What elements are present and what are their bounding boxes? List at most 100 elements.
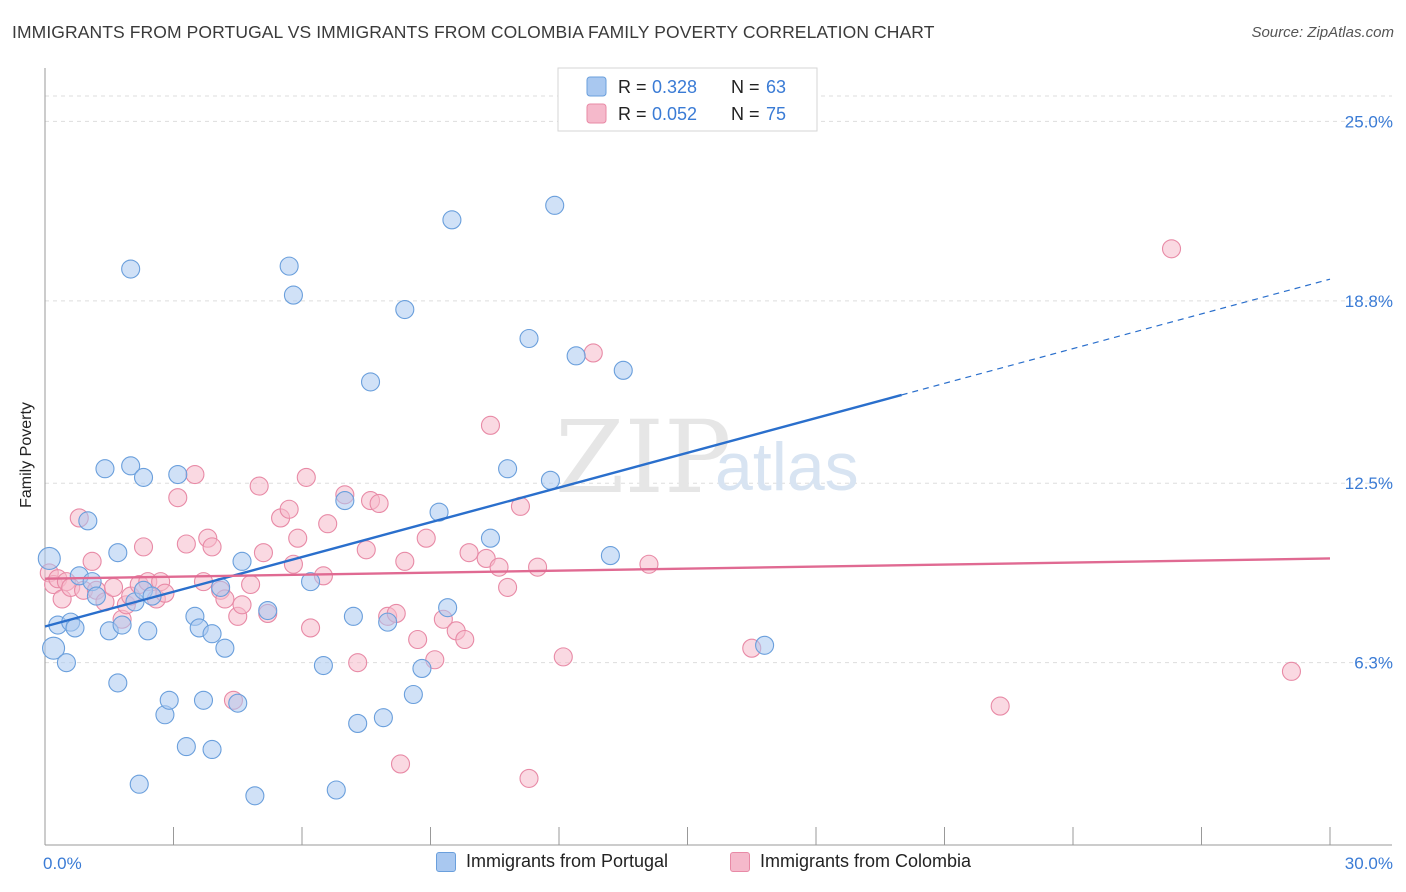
data-point-colombia <box>348 653 368 673</box>
trend-line-portugal <box>44 393 902 628</box>
data-point-portugal <box>403 684 423 705</box>
data-point-portugal <box>301 572 321 592</box>
data-point-colombia <box>583 343 603 363</box>
legend-r-label-colombia: R = <box>618 104 647 124</box>
data-point-portugal <box>378 612 398 632</box>
data-point-colombia <box>369 493 389 514</box>
colombia-points <box>39 239 1301 788</box>
data-point-portugal <box>343 606 363 626</box>
legend-label-portugal: Immigrants from Portugal <box>466 851 669 871</box>
data-point-colombia <box>356 540 376 560</box>
legend-r-value-portugal: 0.328 <box>652 77 697 97</box>
chart-title: IMMIGRANTS FROM PORTUGAL VS IMMIGRANTS F… <box>12 22 935 42</box>
data-point-portugal <box>755 635 775 655</box>
data-point-portugal <box>258 601 278 621</box>
data-point-colombia <box>639 554 659 574</box>
data-point-portugal <box>121 456 141 476</box>
x-tick-label-max: 30.0% <box>1345 854 1393 873</box>
data-point-colombia <box>82 551 102 571</box>
data-point-portugal <box>438 598 458 618</box>
data-point-portugal <box>108 543 128 563</box>
data-point-colombia <box>990 696 1010 716</box>
data-point-portugal <box>245 786 265 806</box>
data-point-portugal <box>129 774 149 794</box>
data-point-portugal <box>78 511 98 531</box>
data-point-colombia <box>1281 661 1301 681</box>
data-point-colombia <box>185 464 205 485</box>
legend-item-portugal: Immigrants from Portugal <box>436 851 668 872</box>
data-point-portugal <box>519 328 539 349</box>
data-point-portugal <box>360 372 381 392</box>
data-point-portugal <box>326 780 346 800</box>
data-point-portugal <box>37 546 61 571</box>
trend-line-colombia <box>44 557 1331 580</box>
data-point-colombia <box>232 595 252 615</box>
data-point-portugal <box>86 586 106 606</box>
data-point-portugal <box>159 690 179 710</box>
data-point-portugal <box>540 470 560 490</box>
data-point-colombia <box>1161 239 1182 259</box>
legend-n-value-portugal: 63 <box>766 77 786 97</box>
data-point-colombia <box>489 557 509 577</box>
source-label: Source: ZipAtlas.com <box>1251 24 1394 41</box>
data-point-colombia <box>553 647 573 667</box>
legend-swatch-portugal-bottom <box>436 851 456 872</box>
y-tick-label: 6.3% <box>1354 654 1393 673</box>
data-point-colombia <box>408 629 428 650</box>
trend-lines <box>44 278 1331 628</box>
portugal-points <box>37 195 775 806</box>
legend-n-label-colombia: N = <box>731 104 760 124</box>
data-point-portugal <box>373 708 393 728</box>
data-point-portugal <box>348 713 368 733</box>
data-point-portugal <box>228 693 248 713</box>
data-point-portugal <box>202 739 222 760</box>
watermark-atlas: atlas <box>715 429 859 505</box>
legend-r-label-portugal: R = <box>618 77 647 97</box>
data-point-portugal <box>168 464 188 485</box>
legend-n-label-portugal: N = <box>731 77 760 97</box>
data-point-colombia <box>103 577 124 597</box>
data-point-portugal <box>138 621 158 641</box>
data-point-portugal <box>108 673 128 693</box>
data-point-portugal <box>95 459 115 479</box>
data-point-portugal <box>232 551 252 571</box>
data-point-portugal <box>202 624 222 644</box>
data-point-portugal <box>65 618 85 638</box>
data-point-portugal <box>283 285 303 305</box>
data-point-portugal <box>133 467 154 487</box>
data-point-portugal <box>335 491 355 511</box>
data-point-colombia <box>279 499 299 519</box>
y-tick-label: 25.0% <box>1345 112 1393 131</box>
data-point-colombia <box>455 629 475 650</box>
watermark: ZIP atlas <box>555 399 859 516</box>
data-point-colombia <box>480 415 501 435</box>
data-point-colombia <box>176 534 196 554</box>
data-point-colombia <box>498 577 518 597</box>
data-point-colombia <box>296 467 316 487</box>
data-point-portugal <box>600 546 620 566</box>
data-point-colombia <box>318 514 338 534</box>
data-point-portugal <box>215 638 235 658</box>
data-point-portugal <box>279 256 299 276</box>
data-point-portugal <box>112 615 132 635</box>
legend-label-colombia: Immigrants from Colombia <box>760 851 972 871</box>
series-legend: Immigrants from Portugal Immigrants from… <box>0 851 1406 877</box>
legend-swatch-colombia-bottom <box>730 851 750 872</box>
y-tick-label: 18.8% <box>1345 292 1393 311</box>
legend-n-value-colombia: 75 <box>766 104 786 124</box>
data-point-portugal <box>480 528 501 548</box>
data-point-portugal <box>545 195 565 215</box>
data-point-colombia <box>288 528 308 548</box>
data-point-portugal <box>566 346 586 366</box>
y-tick-label: 12.5% <box>1345 474 1393 493</box>
data-point-portugal <box>395 299 415 320</box>
data-point-portugal <box>613 360 633 380</box>
data-point-portugal <box>176 737 196 757</box>
legend-swatch-portugal <box>586 76 607 97</box>
trend-line-portugal-extension <box>901 278 1331 396</box>
data-point-portugal <box>42 636 66 660</box>
data-point-portugal <box>121 259 141 279</box>
data-point-colombia <box>301 618 321 638</box>
legend-item-colombia: Immigrants from Colombia <box>730 851 971 872</box>
data-point-portugal <box>56 653 76 673</box>
